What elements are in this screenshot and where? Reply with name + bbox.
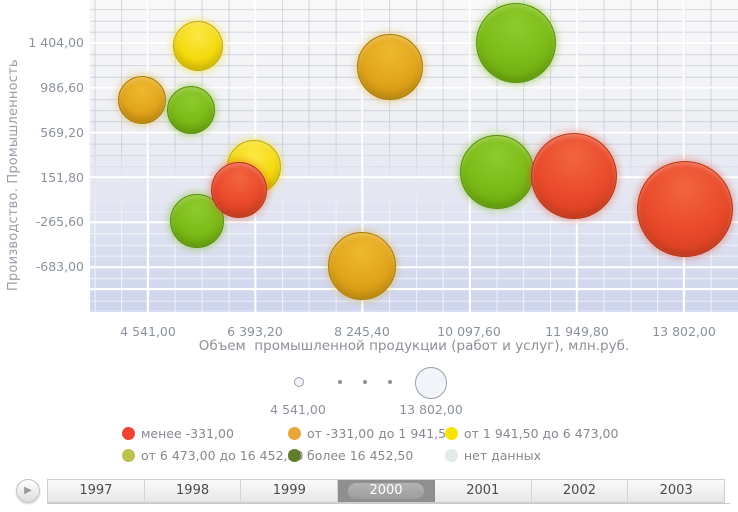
legend-label: от 1 941,50 до 6 473,00: [464, 426, 619, 441]
play-button[interactable]: ▶: [16, 479, 40, 503]
legend-label: от -331,00 до 1 941,50: [307, 426, 455, 441]
bubble-green-8[interactable]: [476, 3, 556, 83]
timeline-year-1997[interactable]: 1997: [48, 480, 145, 502]
y-tick-label: -265,60: [35, 214, 84, 229]
plot-area: [90, 0, 738, 312]
bubble-red-11[interactable]: [637, 161, 733, 257]
bubble-orange-0[interactable]: [118, 76, 166, 124]
legend-swatch-orange: [288, 427, 301, 440]
timeline-year-label: 2001: [466, 483, 500, 498]
y-tick-label: 986,60: [40, 80, 84, 95]
timeline-year-1999[interactable]: 1999: [241, 480, 339, 502]
timeline-year-2002[interactable]: 2002: [532, 480, 629, 502]
legend-swatch-olive: [122, 449, 135, 462]
x-tick-label: 6 393,20: [227, 324, 283, 339]
timeline-year-label: 1997: [79, 483, 113, 498]
y-tick-label: -683,00: [35, 259, 84, 274]
legend-swatch-nodata: [445, 449, 458, 462]
y-tick-label: 151,80: [40, 170, 84, 185]
legend-swatch-darkgreen: [288, 449, 301, 462]
x-tick-label: 11 949,80: [545, 324, 609, 339]
bubble-yellow-2[interactable]: [173, 21, 223, 71]
legend-label: менее -331,00: [141, 426, 234, 441]
x-tick-label: 8 245,40: [334, 324, 390, 339]
legend-label: более 16 452,50: [307, 448, 414, 463]
size-legend-min-label: 4 541,00: [270, 402, 326, 417]
bubble-green-9[interactable]: [460, 135, 534, 209]
timeline-year-2000[interactable]: 2000: [338, 480, 435, 502]
timeline-bar: 1997 1998 1999 2000 2001 2002 2003: [47, 479, 725, 503]
size-dot: [388, 380, 392, 384]
bubble-orange-6[interactable]: [357, 34, 423, 100]
timeline-year-label: 1999: [272, 483, 306, 498]
timeline-underline: [47, 503, 730, 504]
timeline-year-label: 1998: [176, 483, 210, 498]
bubble-red-5[interactable]: [211, 162, 267, 218]
x-tick-label: 10 097,60: [437, 324, 501, 339]
size-dot: [363, 380, 367, 384]
x-axis-title: Объем промышленной продукции (работ и ус…: [198, 338, 630, 354]
bubble-orange-7[interactable]: [328, 232, 396, 300]
timeline-year-2003[interactable]: 2003: [628, 480, 724, 502]
timeline-year-label: 2003: [659, 483, 693, 498]
y-tick-label: 569,20: [40, 125, 84, 140]
bubble-red-10[interactable]: [531, 133, 617, 219]
timeline-year-label: 2002: [562, 483, 596, 498]
timeline-year-2001[interactable]: 2001: [435, 480, 532, 502]
timeline-year-label: 2000: [369, 483, 403, 498]
legend-label: нет данных: [464, 448, 542, 463]
size-legend-max-label: 13 802,00: [399, 402, 463, 417]
y-tick-label: 1 404,00: [28, 35, 84, 50]
size-legend-min-circle: [294, 377, 304, 387]
selected-year-pill: [348, 483, 424, 499]
size-dot: [338, 380, 342, 384]
bubble-green-1[interactable]: [167, 86, 215, 134]
legend-label: от 6 473,00 до 16 452,50: [141, 448, 304, 463]
gridline-extra: [90, 288, 738, 290]
legend-swatch-yellow: [445, 427, 458, 440]
x-tick-label: 13 802,00: [652, 324, 716, 339]
x-tick-label: 4 541,00: [120, 324, 176, 339]
legend-swatch-red: [122, 427, 135, 440]
timeline-year-1998[interactable]: 1998: [145, 480, 242, 502]
size-legend-max-circle: [415, 367, 447, 399]
